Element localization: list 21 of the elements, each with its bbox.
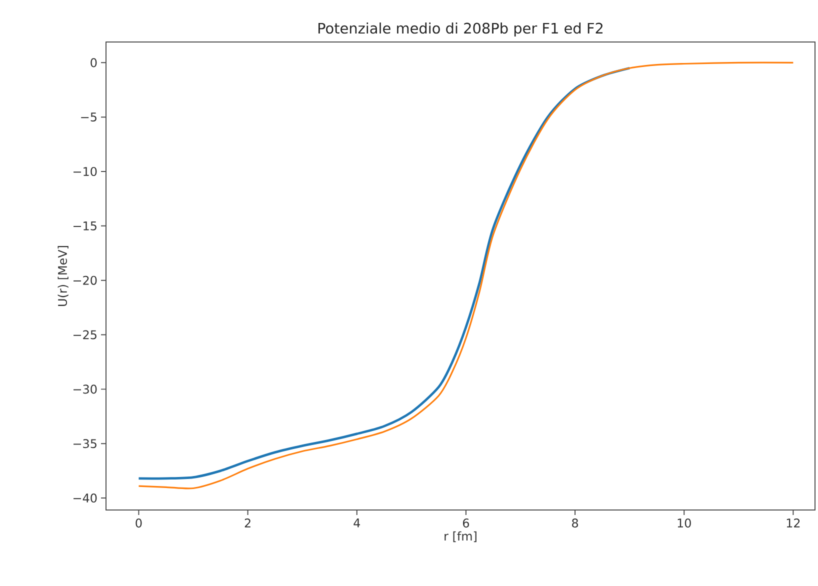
y-tick-label: −35 <box>74 439 96 448</box>
y-tick-label: −20 <box>74 276 97 285</box>
x-tick-label: 12 <box>786 518 800 528</box>
x-tick-label: 0 <box>136 518 142 528</box>
y-tick-label: −30 <box>74 384 97 394</box>
y-tick-label: −10 <box>74 166 97 176</box>
x-tick-label: 2 <box>244 518 250 528</box>
y-tick-label: −40 <box>74 494 97 503</box>
y-tick-label: 0 <box>90 58 97 68</box>
x-tick-label: 8 <box>572 518 578 528</box>
x-tick-label: 6 <box>462 518 470 528</box>
line-series <box>138 62 794 490</box>
y-tick-label: −15 <box>74 221 96 230</box>
line-series <box>138 66 631 480</box>
y-axis-title: U(r) [MeV] <box>58 246 68 306</box>
x-tick-label: 10 <box>678 518 691 528</box>
chart-title: Potenziale medio di 208Pb per F1 ed F2 <box>318 22 603 36</box>
y-tick-label: −25 <box>74 330 96 340</box>
y-tick-label: −5 <box>81 112 96 122</box>
x-axis-title: r [fm] <box>444 531 476 542</box>
x-tick-label: 4 <box>354 518 360 528</box>
